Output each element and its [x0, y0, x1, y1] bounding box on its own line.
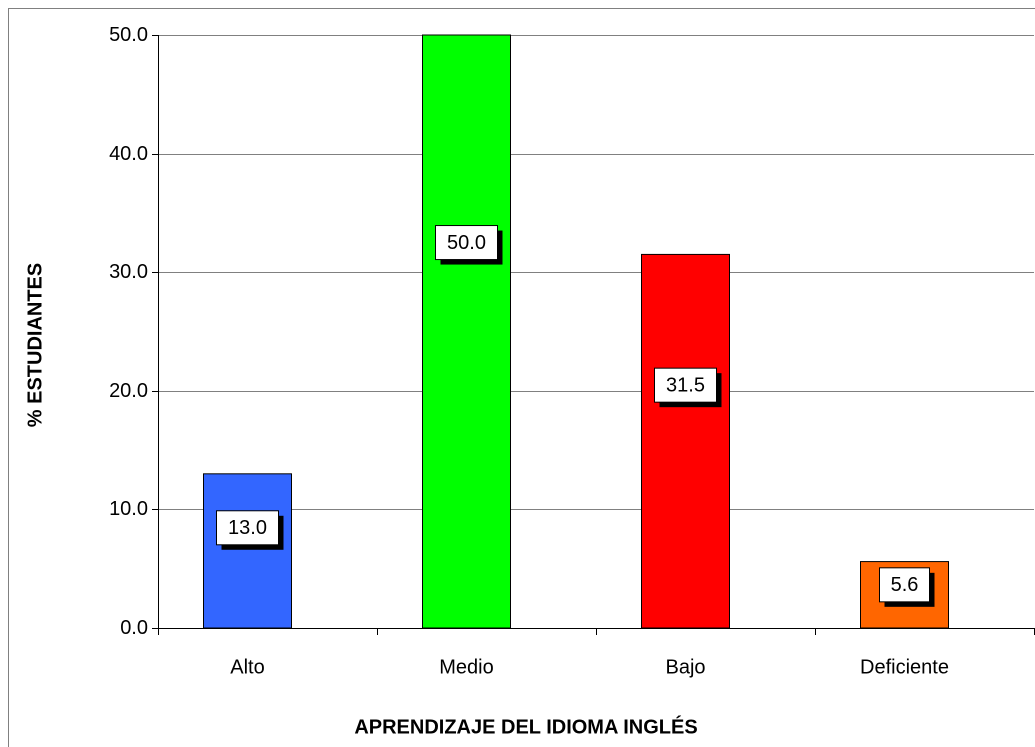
label-box	[216, 510, 279, 546]
bar	[203, 473, 292, 629]
y-tick-label: 20.0	[109, 380, 148, 402]
data-label: 50.0	[447, 232, 486, 254]
label-box	[654, 367, 717, 403]
data-label: 31.5	[666, 374, 705, 396]
label-box	[879, 567, 930, 603]
data-label: 13.0	[228, 517, 267, 539]
x-tick-label: Medio	[439, 656, 493, 678]
label-box	[435, 225, 498, 261]
x-tick-label: Deficiente	[860, 656, 949, 678]
x-axis-title: APRENDIZAJE DEL IDIOMA INGLÉS	[354, 715, 697, 738]
y-axis-title: % ESTUDIANTES	[24, 263, 46, 427]
chart-frame	[8, 8, 1035, 747]
bar	[641, 253, 730, 629]
data-label: 5.6	[891, 574, 919, 596]
x-tick-label: Bajo	[665, 656, 705, 678]
y-tick-label: 10.0	[109, 498, 148, 520]
x-tick-label: Alto	[230, 656, 264, 678]
y-tick-label: 30.0	[109, 261, 148, 283]
y-tick-label: 0.0	[120, 617, 148, 639]
bar	[422, 34, 511, 629]
y-tick-label: 50.0	[109, 24, 148, 46]
y-tick-label: 40.0	[109, 143, 148, 165]
